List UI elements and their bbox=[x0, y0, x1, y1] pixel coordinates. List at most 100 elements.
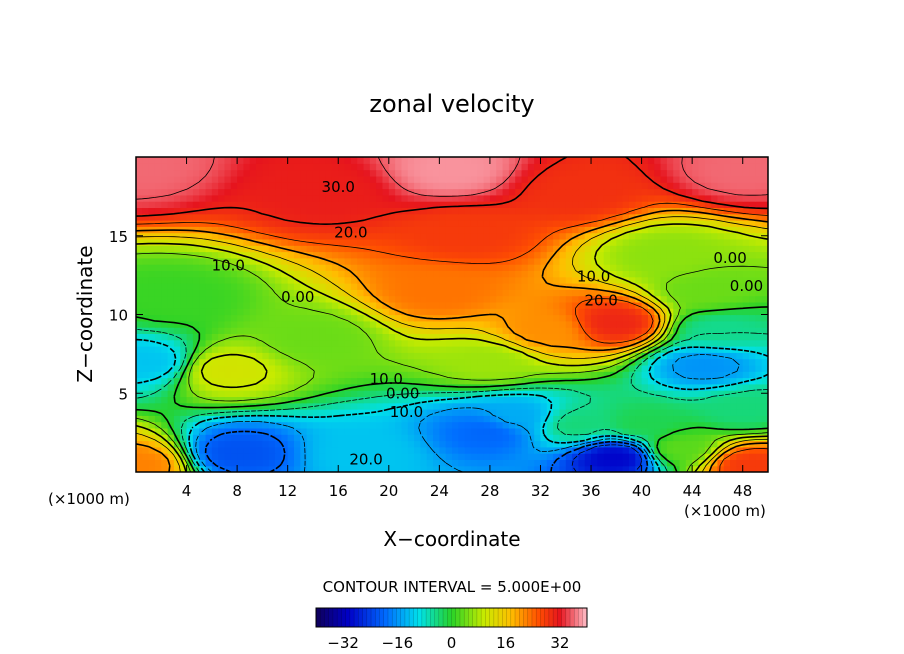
isoline bbox=[571, 444, 643, 472]
colorbar-segment bbox=[582, 608, 588, 627]
colorbar-segment bbox=[443, 608, 448, 627]
y-tick-label: 10 bbox=[109, 307, 128, 325]
x-axis-ticks: 4 8 12 16 20 24 28 32 36 40 44 48 bbox=[182, 157, 752, 500]
colorbar-segment bbox=[447, 608, 452, 627]
colorbar-segment bbox=[506, 608, 512, 627]
colorbar-segment bbox=[455, 608, 461, 627]
colorbar-segment bbox=[485, 608, 491, 627]
colorbar-segment bbox=[451, 608, 457, 627]
x-unit-left: (×1000 m) bbox=[48, 490, 130, 508]
y-axis-label: Z−coordinate bbox=[73, 245, 97, 382]
colorbar-segment bbox=[349, 608, 355, 627]
colorbar-segment bbox=[400, 608, 406, 627]
colorbar-segment bbox=[320, 608, 325, 627]
colorbar bbox=[316, 608, 588, 627]
colorbar-segment bbox=[515, 608, 520, 627]
x-tick-label: 20 bbox=[379, 482, 398, 500]
colorbar-segment bbox=[358, 608, 364, 627]
contour-label: 0.00 bbox=[281, 288, 314, 306]
contour-label: 20.0 bbox=[349, 450, 382, 468]
colorbar-segment bbox=[392, 608, 397, 627]
y-axis-ticks: 5 10 15 bbox=[109, 228, 768, 403]
colorbar-segment bbox=[464, 608, 469, 627]
colorbar-segment bbox=[362, 608, 368, 627]
colorbar-segment bbox=[548, 608, 554, 627]
x-axis-label: X−coordinate bbox=[383, 527, 520, 551]
colorbar-segment bbox=[426, 608, 431, 627]
x-tick-label: 40 bbox=[632, 482, 651, 500]
isoline bbox=[204, 430, 649, 472]
contour-label: 20.0 bbox=[334, 224, 367, 242]
colorbar-segment bbox=[430, 608, 436, 627]
x-tick-label: 36 bbox=[581, 482, 600, 500]
contour-label: 0.00 bbox=[713, 249, 746, 267]
colorbar-segment bbox=[379, 608, 385, 627]
colorbar-tick-label: 32 bbox=[550, 634, 569, 652]
colorbar-segment bbox=[383, 608, 389, 627]
colorbar-segment bbox=[417, 608, 423, 627]
contour-label: 30.0 bbox=[322, 178, 355, 196]
isoline bbox=[136, 329, 768, 472]
isoline bbox=[136, 157, 768, 200]
isoline bbox=[136, 338, 768, 472]
contour-label: 20.0 bbox=[584, 291, 617, 309]
x-tick-label: 16 bbox=[329, 482, 348, 500]
isoline bbox=[136, 209, 768, 472]
colorbar-segment bbox=[536, 608, 541, 627]
x-tick-label: 12 bbox=[278, 482, 297, 500]
colorbar-segment bbox=[375, 608, 381, 627]
colorbar-ticks: −32 −16 0 16 32 bbox=[327, 634, 569, 652]
x-tick-label: 28 bbox=[480, 482, 499, 500]
colorbar-segment bbox=[561, 608, 567, 627]
colorbar-segment bbox=[332, 608, 338, 627]
x-tick-label: 48 bbox=[733, 482, 752, 500]
chart-title: zonal velocity bbox=[369, 90, 534, 118]
x-tick-label: 44 bbox=[683, 482, 702, 500]
colorbar-segment bbox=[387, 608, 393, 627]
colorbar-segment bbox=[557, 608, 563, 627]
colorbar-segment bbox=[544, 608, 550, 627]
colorbar-segment bbox=[345, 608, 351, 627]
colorbar-segment bbox=[574, 608, 580, 627]
colorbar-segment bbox=[316, 608, 321, 627]
colorbar-segment bbox=[540, 608, 546, 627]
colorbar-segment bbox=[510, 608, 516, 627]
colorbar-segment bbox=[565, 608, 571, 627]
colorbar-segment bbox=[459, 608, 465, 627]
colorbar-segment bbox=[523, 608, 529, 627]
x-tick-label: 8 bbox=[232, 482, 242, 500]
isoline bbox=[136, 223, 768, 472]
colorbar-segment bbox=[519, 608, 524, 627]
contour-label: 10.0 bbox=[577, 268, 610, 286]
x-tick-label: 4 bbox=[182, 482, 192, 500]
y-tick-label: 15 bbox=[109, 228, 128, 246]
contour-label: 10.0 bbox=[212, 257, 245, 275]
colorbar-segment bbox=[531, 608, 537, 627]
colorbar-tick-label: −32 bbox=[327, 634, 359, 652]
colorbar-segment bbox=[434, 608, 440, 627]
contour-labels: 30.020.010.00.000.000.0010.020.010.00.00… bbox=[212, 178, 764, 468]
colorbar-segment bbox=[337, 608, 342, 627]
contour-label: 0.00 bbox=[730, 277, 763, 295]
colorbar-frame bbox=[315, 607, 588, 628]
colorbar-segment bbox=[371, 608, 376, 627]
colorbar-segment bbox=[476, 608, 482, 627]
colorbar-segment bbox=[324, 608, 330, 627]
isoline bbox=[136, 252, 768, 472]
x-unit-right: (×1000 m) bbox=[684, 502, 766, 520]
colorbar-segment bbox=[328, 608, 334, 627]
heatmap-field bbox=[136, 157, 768, 472]
isoline bbox=[136, 306, 768, 472]
colorbar-segment bbox=[413, 608, 419, 627]
contour-label: 10.0 bbox=[370, 370, 403, 388]
contour-label: 10.0 bbox=[390, 403, 423, 421]
colorbar-segment bbox=[481, 608, 486, 627]
contour-interval-note: CONTOUR INTERVAL = 5.000E+00 bbox=[323, 578, 582, 596]
colorbar-segment bbox=[493, 608, 499, 627]
colorbar-segment bbox=[341, 608, 347, 627]
colorbar-segment bbox=[438, 608, 444, 627]
isoline bbox=[136, 157, 768, 225]
colorbar-segment bbox=[404, 608, 410, 627]
colorbar-segment bbox=[396, 608, 402, 627]
y-tick-label: 5 bbox=[118, 385, 128, 403]
